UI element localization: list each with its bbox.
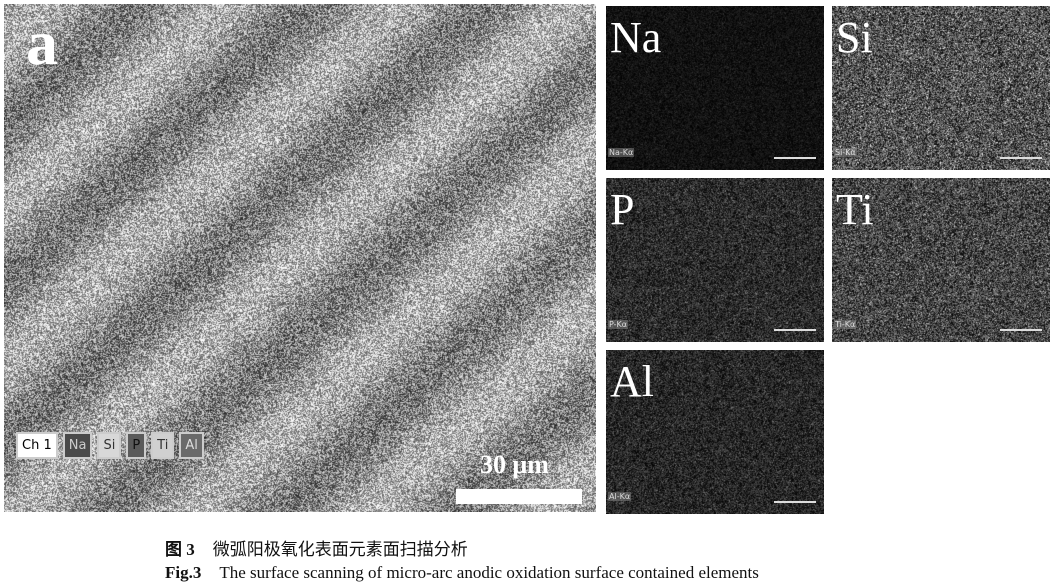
line-label: Na-Kα — [608, 148, 635, 157]
scale-bar — [1000, 329, 1042, 331]
channel-chip: Na — [62, 432, 93, 459]
caption-number: 图 3 — [165, 540, 195, 559]
map-p: P P-Kα — [606, 178, 824, 342]
map-image — [832, 6, 1050, 170]
caption-cn: 图 3 微弧阳极氧化表面元素面扫描分析 — [165, 535, 468, 560]
caption-number: Fig.3 — [165, 563, 202, 582]
map-image — [832, 178, 1050, 342]
channel-chip: P — [126, 432, 147, 459]
channel-chip: Ch 1 — [16, 432, 58, 459]
sem-image — [4, 4, 596, 512]
line-label: Si-Kα — [834, 148, 857, 157]
scale-bar — [774, 329, 816, 331]
channel-chip: Al — [179, 432, 204, 459]
caption-en: Fig.3 The surface scanning of micro-arc a… — [165, 563, 759, 583]
scale-bar — [774, 501, 816, 503]
scale-bar — [456, 489, 582, 504]
line-label: P-Kα — [608, 320, 629, 329]
map-image — [606, 6, 824, 170]
element-label: Na — [610, 13, 662, 62]
element-label: Ti — [836, 185, 874, 234]
caption-text: 微弧阳极氧化表面元素面扫描分析 — [212, 540, 468, 559]
map-image — [606, 350, 824, 514]
sem-panel-a: a Ch 1 Na Si P Ti Al 30 μm — [4, 4, 596, 512]
scale-label: 30 μm — [480, 450, 549, 479]
map-si: Si Si-Kα — [832, 6, 1050, 170]
map-ti: Ti Ti-Kα — [832, 178, 1050, 342]
line-label: Ti-Kα — [834, 320, 857, 329]
map-image — [606, 178, 824, 342]
element-label: Al — [610, 357, 654, 406]
channel-legend: Ch 1 Na Si P Ti Al — [16, 432, 204, 459]
element-label: P — [610, 185, 635, 234]
channel-chip: Si — [97, 432, 122, 459]
line-label: Al-Kα — [608, 492, 632, 501]
panel-label: a — [26, 7, 58, 78]
element-label: Si — [836, 13, 873, 62]
scale-bar — [1000, 157, 1042, 159]
scale-bar — [774, 157, 816, 159]
map-al: Al Al-Kα — [606, 350, 824, 514]
caption-text: The surface scanning of micro-arc anodic… — [219, 563, 759, 582]
channel-chip: Ti — [151, 432, 175, 459]
map-na: Na Na-Kα — [606, 6, 824, 170]
